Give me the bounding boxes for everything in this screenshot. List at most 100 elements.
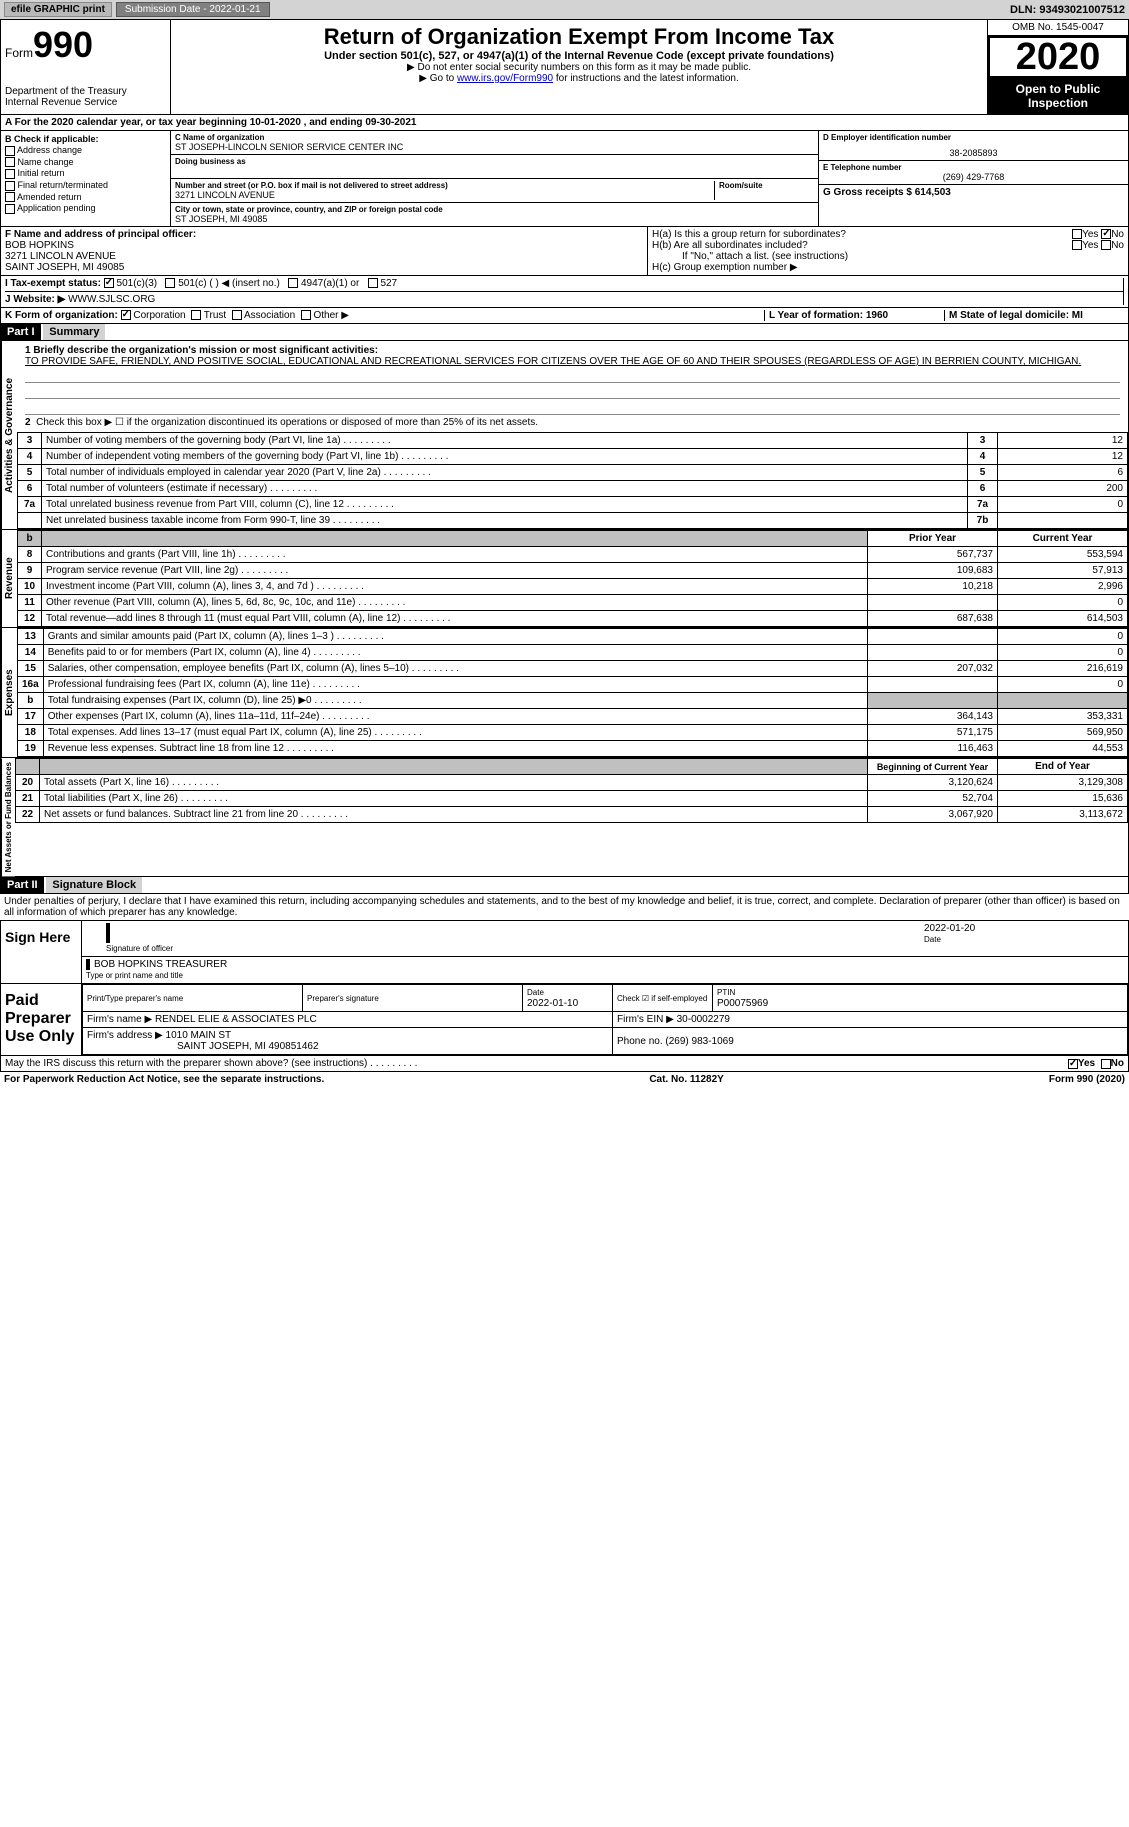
dba-label: Doing business as (175, 157, 814, 166)
prep-sig-label: Preparer's signature (307, 994, 379, 1003)
revenue-section: Revenue bPrior YearCurrent Year8Contribu… (0, 530, 1129, 628)
governance-table: 3Number of voting members of the governi… (17, 432, 1128, 529)
column-d: D Employer identification number 38-2085… (818, 131, 1128, 226)
discuss-row: May the IRS discuss this return with the… (0, 1056, 1129, 1072)
checkbox-item[interactable]: Application pending (5, 203, 166, 214)
table-row: bPrior YearCurrent Year (18, 531, 1128, 547)
firm-addr2: SAINT JOSEPH, MI 490851462 (87, 1041, 319, 1052)
firm-name-label: Firm's name ▶ (87, 1014, 152, 1025)
sidebar-net: Net Assets or Fund Balances (1, 758, 15, 876)
column-b: B Check if applicable: Address change Na… (1, 131, 171, 226)
part1-badge: Part I (1, 324, 41, 340)
tax-exempt-row: I Tax-exempt status: 501(c)(3) 501(c) ( … (5, 278, 1123, 289)
open-inspection: Open to Public Inspection (988, 78, 1128, 114)
submission-date: Submission Date - 2022-01-21 (116, 2, 270, 17)
table-row: 6Total number of volunteers (estimate if… (18, 481, 1128, 497)
row-ij: I Tax-exempt status: 501(c)(3) 501(c) ( … (0, 276, 1129, 308)
prep-phone-label: Phone no. (617, 1036, 663, 1047)
dept-treasury: Department of the Treasury (5, 86, 166, 97)
sidebar-governance: Activities & Governance (1, 341, 17, 529)
form-title: Return of Organization Exempt From Incom… (175, 24, 983, 50)
expenses-section: Expenses 13Grants and similar amounts pa… (0, 628, 1129, 758)
table-row: Net unrelated business taxable income fr… (18, 513, 1128, 529)
row-klm: K Form of organization: Corporation Trus… (0, 308, 1129, 324)
row-fgh: F Name and address of principal officer:… (0, 227, 1129, 276)
table-row: 3Number of voting members of the governi… (18, 433, 1128, 449)
dln: DLN: 93493021007512 (1010, 4, 1125, 16)
website-row: J Website: ▶ WWW.SJLSC.ORG (5, 291, 1123, 305)
checkbox-item[interactable]: Final return/terminated (5, 180, 166, 191)
room-label: Room/suite (719, 181, 814, 190)
form-note-1: ▶ Do not enter social security numbers o… (175, 62, 983, 73)
officer-addr2: SAINT JOSEPH, MI 49085 (5, 262, 643, 273)
part1-header-row: Part I Summary (0, 324, 1129, 341)
efile-print-button[interactable]: efile GRAPHIC print (4, 2, 112, 17)
officer-print-name: BOB HOPKINS TREASURER (94, 959, 1124, 970)
phone-label: E Telephone number (823, 163, 1124, 172)
officer-name: BOB HOPKINS (5, 240, 643, 251)
org-address: 3271 LINCOLN AVENUE (175, 190, 714, 200)
gross-receipts: G Gross receipts $ 614,503 (823, 187, 1124, 198)
checkbox-item[interactable]: Address change (5, 145, 166, 156)
checkbox-item[interactable]: Initial return (5, 168, 166, 179)
part2-badge: Part II (1, 877, 44, 893)
table-row: 10Investment income (Part VIII, column (… (18, 579, 1128, 595)
checkbox-item[interactable]: Name change (5, 157, 166, 168)
part2-title: Signature Block (46, 877, 142, 893)
ein: 38-2085893 (823, 148, 1124, 158)
phone: (269) 429-7768 (823, 172, 1124, 182)
addr-label: Number and street (or P.O. box if mail i… (175, 181, 714, 190)
ptin-label: PTIN (717, 988, 735, 997)
form-subtitle: Under section 501(c), 527, or 4947(a)(1)… (175, 50, 983, 62)
table-row: 8Contributions and grants (Part VIII, li… (18, 547, 1128, 563)
sidebar-expenses: Expenses (1, 628, 17, 757)
checkbox-item[interactable]: Amended return (5, 192, 166, 203)
section-a: A For the 2020 calendar year, or tax yea… (0, 115, 1129, 131)
hc-row: H(c) Group exemption number ▶ (652, 262, 1124, 273)
sig-officer-label: Signature of officer (106, 944, 173, 953)
mission-text: TO PROVIDE SAFE, FRIENDLY, AND POSITIVE … (25, 356, 1120, 367)
firm-name: RENDEL ELIE & ASSOCIATES PLC (155, 1014, 317, 1025)
prep-name-label: Print/Type preparer's name (87, 994, 183, 1003)
form-number: 990 (33, 24, 93, 65)
footer-left: For Paperwork Reduction Act Notice, see … (4, 1074, 324, 1085)
q2-label: 2 Check this box ▶ ☐ if the organization… (25, 417, 1120, 428)
table-row: 11Other revenue (Part VIII, column (A), … (18, 595, 1128, 611)
table-row: 22Net assets or fund balances. Subtract … (16, 807, 1128, 823)
name-label: C Name of organization (175, 133, 814, 142)
topbar: efile GRAPHIC print Submission Date - 20… (0, 0, 1129, 19)
ha-row: H(a) Is this a group return for subordin… (652, 229, 1124, 240)
declaration-text: Under penalties of perjury, I declare th… (0, 894, 1129, 920)
table-row: 5Total number of individuals employed in… (18, 465, 1128, 481)
table-row: 7aTotal unrelated business revenue from … (18, 497, 1128, 513)
signature-block: Sign Here Signature of officer 2022-01-2… (0, 920, 1129, 984)
column-c: C Name of organization ST JOSEPH-LINCOLN… (171, 131, 818, 226)
expenses-table: 13Grants and similar amounts paid (Part … (17, 628, 1128, 757)
table-row: 15Salaries, other compensation, employee… (18, 661, 1128, 677)
state-domicile: M State of legal domicile: MI (944, 310, 1124, 321)
prep-date: 2022-01-10 (527, 998, 578, 1009)
net-section: Net Assets or Fund Balances Beginning of… (0, 758, 1129, 877)
officer-label: F Name and address of principal officer: (5, 229, 643, 240)
info-grid: B Check if applicable: Address change Na… (0, 131, 1129, 227)
table-row: 20Total assets (Part X, line 16)3,120,62… (16, 775, 1128, 791)
table-row: 9Program service revenue (Part VIII, lin… (18, 563, 1128, 579)
sign-here-label: Sign Here (1, 921, 81, 983)
footer-mid: Cat. No. 11282Y (649, 1074, 723, 1085)
ptin: P00075969 (717, 998, 768, 1009)
year-formation: L Year of formation: 1960 (764, 310, 944, 321)
preparer-block: Paid Preparer Use Only Print/Type prepar… (0, 984, 1129, 1056)
officer-addr1: 3271 LINCOLN AVENUE (5, 251, 643, 262)
form-label: Form (5, 46, 33, 60)
form-note-2: ▶ Go to www.irs.gov/Form990 for instruct… (175, 73, 983, 84)
part1-body: Activities & Governance 1 Briefly descri… (0, 341, 1129, 530)
form-org-row: K Form of organization: Corporation Trus… (5, 310, 764, 321)
org-name: ST JOSEPH-LINCOLN SENIOR SERVICE CENTER … (175, 142, 814, 152)
firm-addr: 1010 MAIN ST (166, 1030, 232, 1041)
paid-preparer-label: Paid Preparer Use Only (1, 984, 81, 1055)
form-header: Form990 Department of the Treasury Inter… (0, 19, 1129, 115)
net-table: Beginning of Current YearEnd of Year20To… (15, 758, 1128, 823)
footer-right: Form 990 (2020) (1049, 1074, 1125, 1085)
q1-label: 1 Briefly describe the organization's mi… (25, 345, 1120, 356)
irs-link[interactable]: www.irs.gov/Form990 (457, 73, 553, 84)
